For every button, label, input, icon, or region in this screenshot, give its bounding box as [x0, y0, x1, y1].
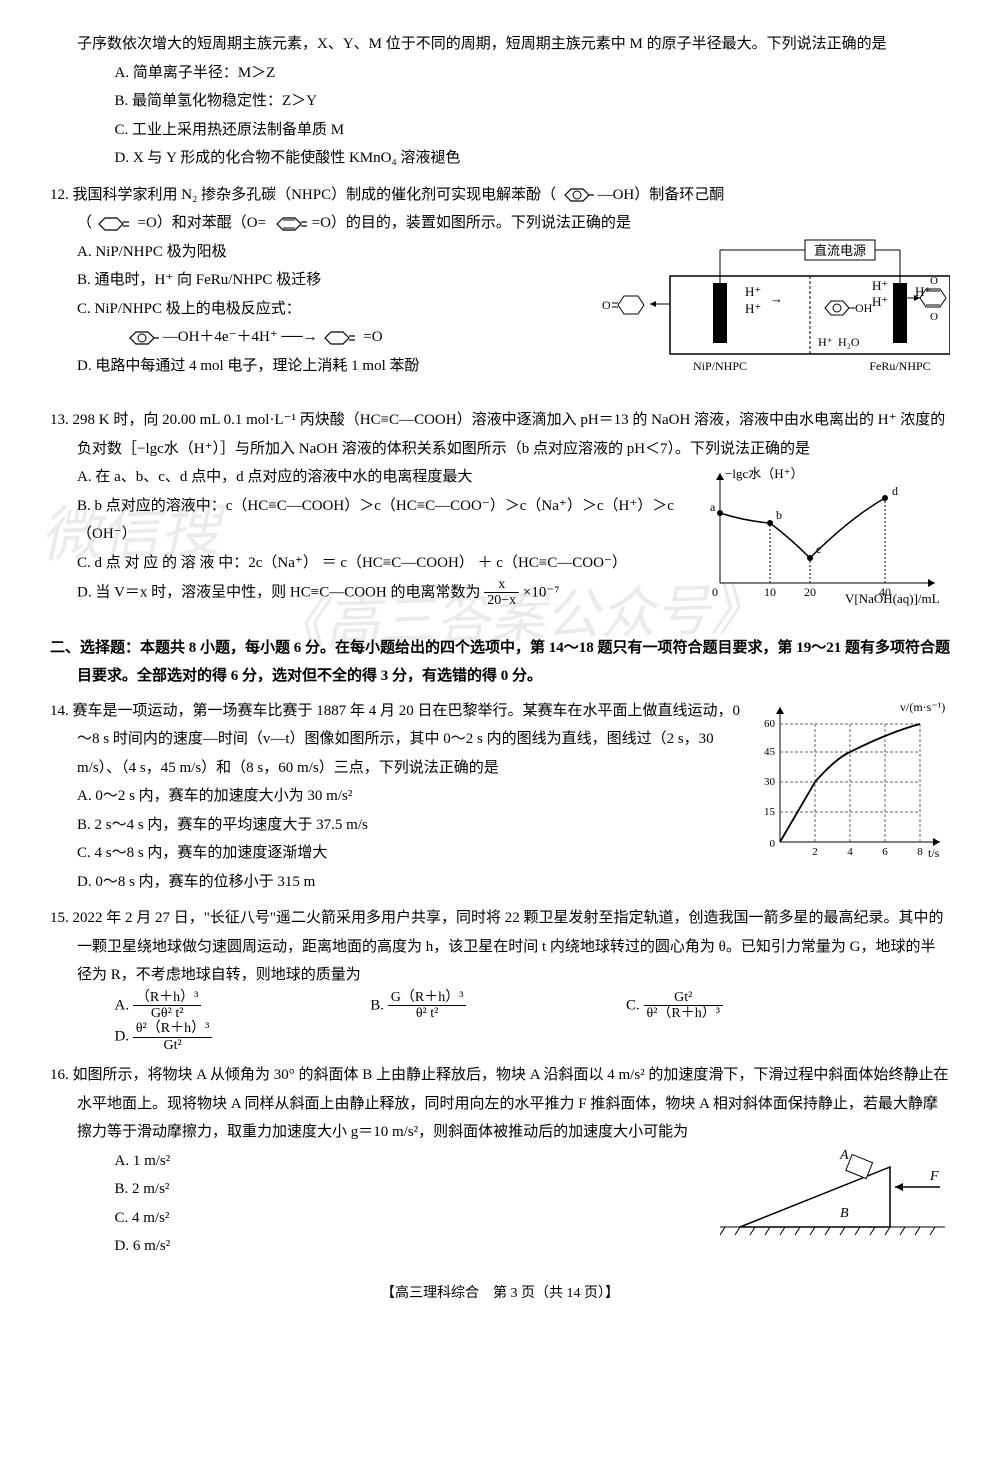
q14-xl: t/s	[928, 846, 940, 860]
q16-stem: 16. 如图所示，将物块 A 从倾角为 30° 的斜面体 B 上由静止释放后，物…	[50, 1061, 950, 1147]
q13-d2: ×10⁻⁷	[523, 584, 560, 600]
svg-text:0: 0	[770, 838, 776, 850]
q16-figure: B A F	[720, 1147, 950, 1248]
q16-opt-B: B. 2 m/s²	[77, 1175, 432, 1204]
q12-c2b: =O	[363, 329, 382, 345]
xt4: 4	[847, 846, 853, 858]
q15-opt-D: D. θ²（R＋h）³Gt²	[77, 1021, 333, 1053]
benzoquinone-icon	[270, 215, 308, 233]
ad: Gθ² t²	[133, 1006, 202, 1021]
dp: D.	[115, 1029, 133, 1045]
q13-figure: −lgc水（H⁺） V[NaOH(aq)]/mL 0 10 20 40 a b …	[690, 463, 950, 624]
q12-s5: =O）的目的，装置如图所示。下列说法正确的是	[312, 215, 631, 231]
an: （R＋h）³	[133, 990, 202, 1006]
fd: 20−x	[484, 593, 519, 608]
xt2: 2	[812, 846, 818, 858]
cd: θ²（R＋h）³	[644, 1006, 723, 1021]
section-2-head: 二、选择题：本题共 8 小题，每小题 6 分。在每小题给出的四个选项中，第 14…	[50, 634, 950, 691]
q13-xlabel: V[NaOH(aq)]/mL	[845, 591, 940, 606]
ap: A.	[115, 997, 133, 1013]
question-12: 12. 我国科学家利用 N₂ 掺杂多孔碳（NHPC）制成的催化剂可实现电解苯酚（…	[50, 181, 950, 399]
q11-stem: 子序数依次增大的短周期主族元素，X、Y、M 位于不同的周期，短周期主族元素中 M…	[50, 30, 950, 59]
yt15: 15	[764, 806, 776, 818]
pd: d	[892, 484, 898, 498]
q16-opt-C: C. 4 m/s²	[77, 1204, 432, 1233]
question-15: 15. 2022 年 2 月 27 日，"长征八号"遥二火箭采用多用户共享，同时…	[50, 904, 950, 1053]
dd: Gt²	[133, 1038, 212, 1053]
bn: G（R＋h）³	[388, 990, 467, 1006]
q12-s4: =O）和对苯醌（O=	[138, 215, 267, 231]
pc: c	[816, 542, 821, 556]
svg-text:O: O	[930, 275, 938, 287]
question-13: 微信搜 《高三答案公众号》 13. 298 K 时，向 20.00 mL 0.1…	[50, 406, 950, 624]
q13-ylabel: −lgc水（H⁺）	[725, 466, 803, 481]
xt1: 10	[764, 585, 776, 599]
q15-opt-C: C. Gt²θ²（R＋h）³	[589, 990, 845, 1022]
right-elec-label: FeRu/NHPC	[869, 359, 930, 373]
left-elec-label: NiP/NHPC	[693, 359, 747, 373]
page-footer: 【高三理科综合 第 3 页（共 14 页）】	[50, 1281, 950, 1308]
xt8: 8	[917, 846, 923, 858]
h-label-1: H⁺	[745, 284, 761, 299]
h-label-2: H⁺	[745, 301, 761, 316]
pa: a	[710, 500, 716, 514]
q13-stem: 13. 298 K 时，向 20.00 mL 0.1 mol·L⁻¹ 丙炔酸（H…	[50, 406, 950, 463]
q14-figure: v/(m·s⁻¹) t/s 0 15 30 45 60 2 4 6 8	[750, 697, 950, 878]
pb: b	[776, 508, 782, 522]
lb-F: F	[929, 1169, 939, 1184]
svg-text:O: O	[602, 298, 611, 312]
lb-A: A	[839, 1148, 849, 1163]
yt30: 30	[764, 776, 776, 788]
q16-opt-A: A. 1 m/s²	[77, 1147, 432, 1176]
q11-opt-C: C. 工业上采用热还原法制备单质 M	[77, 116, 551, 145]
h-label-3: H⁺	[872, 278, 888, 293]
q12-s2: —OH）制备环己酮	[598, 187, 725, 203]
lb-B: B	[840, 1206, 849, 1221]
dn: θ²（R＋h）³	[133, 1021, 212, 1037]
yt60: 60	[764, 718, 776, 730]
q13-frac: x 20−x	[484, 577, 519, 609]
q12-c2a: —OH＋4e⁻＋4H⁺ ──→	[163, 329, 322, 345]
h-label-6: H⁺	[818, 335, 833, 349]
cn: Gt²	[644, 990, 723, 1006]
q11-opt-D: D. X 与 Y 形成的化合物不能使酸性 KMnO₄ 溶液褪色	[77, 144, 551, 173]
dc-label: 直流电源	[814, 243, 866, 258]
q15-opt-A: A. （R＋h）³Gθ² t²	[77, 990, 333, 1022]
q12-stem: 12. 我国科学家利用 N₂ 掺杂多孔碳（NHPC）制成的催化剂可实现电解苯酚（…	[50, 181, 950, 210]
h-label-4: H⁺	[872, 294, 888, 309]
fn: x	[484, 577, 519, 593]
q16-opt-D: D. 6 m/s²	[77, 1232, 432, 1261]
cyclohexanone-icon	[96, 215, 134, 233]
h2o-label: H₂O	[838, 335, 860, 349]
phenol-icon	[125, 329, 159, 347]
svg-text:O: O	[930, 311, 938, 323]
xt2: 20	[804, 585, 816, 599]
question-16: 16. 如图所示，将物块 A 从倾角为 30° 的斜面体 B 上由静止释放后，物…	[50, 1061, 950, 1261]
question-11-cont: 子序数依次增大的短周期主族元素，X、Y、M 位于不同的周期，短周期主族元素中 M…	[50, 30, 950, 173]
q15-stem: 15. 2022 年 2 月 27 日，"长征八号"遥二火箭采用多用户共享，同时…	[50, 904, 950, 990]
yt45: 45	[764, 746, 776, 758]
q13-d1: D. 当 V＝x 时，溶液呈中性，则 HC≡C—COOH 的电离常数为	[77, 584, 484, 600]
q14-yl: v/(m·s⁻¹)	[900, 700, 945, 714]
cp: C.	[626, 997, 644, 1013]
q15-opt-B: B. G（R＋h）³θ² t²	[333, 990, 589, 1022]
q12-s1: 12. 我国科学家利用 N₂ 掺杂多孔碳（NHPC）制成的催化剂可实现电解苯酚（	[50, 187, 556, 203]
bd: θ² t²	[388, 1006, 467, 1021]
xt3: 40	[879, 585, 891, 599]
xt6: 6	[882, 846, 888, 858]
q11-opt-B: B. 最简单氢化物稳定性：Z＞Y	[77, 87, 551, 116]
question-14: v/(m·s⁻¹) t/s 0 15 30 45 60 2 4 6 8 14. …	[50, 697, 950, 897]
svg-text:OH: OH	[855, 301, 873, 315]
q12-line2: （ =O）和对苯醌（O= =O）的目的，装置如图所示。下列说法正确的是	[50, 209, 950, 238]
q11-opt-A: A. 简单离子半径：M＞Z	[77, 59, 551, 88]
q12-s3: （	[77, 215, 92, 231]
xt0: 0	[712, 585, 718, 599]
q12-figure: 直流电源 H⁺ H⁺ → H⁺ H⁺ H⁺ H⁺ H₂O	[570, 238, 950, 399]
bp: B.	[370, 997, 388, 1013]
svg-text:→: →	[770, 291, 783, 306]
cyclohexanone-icon-2	[322, 329, 360, 347]
benzene-icon	[560, 186, 594, 204]
